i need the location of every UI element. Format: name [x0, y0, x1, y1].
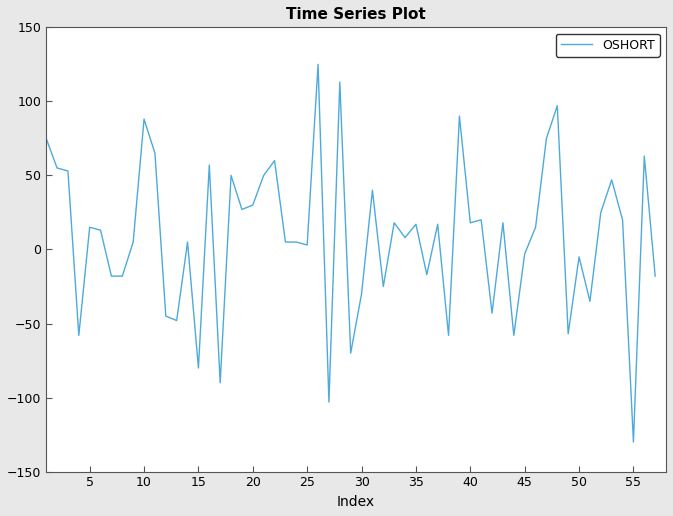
OSHORT	[303, 242, 311, 248]
OSHORT	[205, 162, 213, 168]
Line: OSHORT: OSHORT	[46, 64, 656, 442]
X-axis label: Index: Index	[337, 495, 375, 509]
OSHORT	[75, 332, 83, 338]
OSHORT	[651, 273, 660, 279]
OSHORT	[629, 439, 637, 445]
OSHORT	[42, 135, 50, 141]
OSHORT	[466, 220, 474, 226]
Legend: OSHORT: OSHORT	[556, 34, 660, 57]
OSHORT	[314, 61, 322, 68]
OSHORT	[477, 217, 485, 223]
OSHORT	[64, 168, 72, 174]
Title: Time Series Plot: Time Series Plot	[286, 7, 426, 22]
